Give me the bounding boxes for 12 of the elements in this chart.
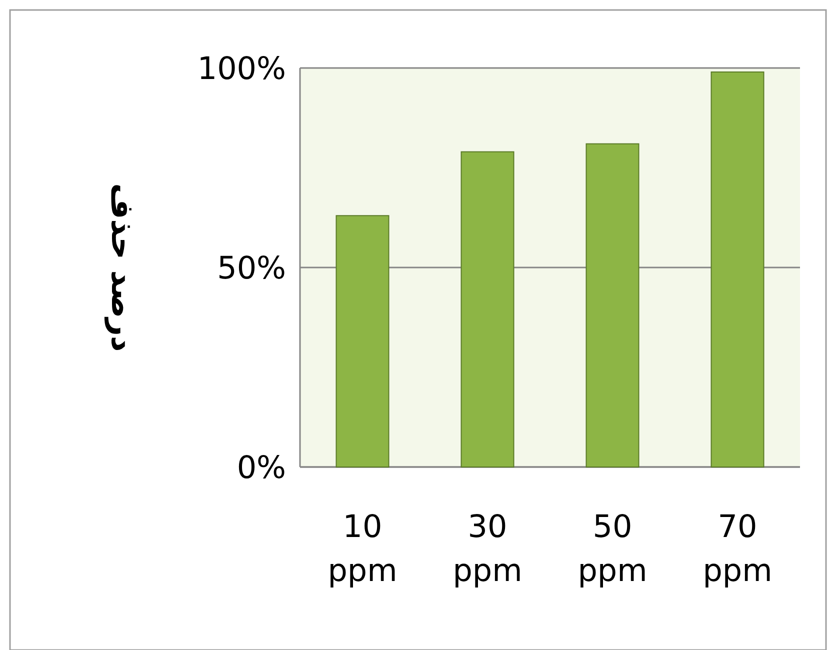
x-tick-label: 50 ppm [578, 509, 648, 589]
bar [586, 143, 640, 468]
y-axis-title: درصد حذف [104, 183, 140, 352]
y-tick-label: 100% [197, 51, 286, 87]
x-tick-label: 30 ppm [452, 509, 522, 589]
x-tick-label: 70 ppm [702, 509, 772, 589]
bar [710, 71, 764, 468]
bar [460, 151, 514, 468]
x-tick-label: 10 ppm [328, 509, 398, 589]
y-tick-label: 0% [236, 450, 286, 486]
bar [336, 215, 390, 468]
y-tick-label: 50% [217, 250, 286, 286]
